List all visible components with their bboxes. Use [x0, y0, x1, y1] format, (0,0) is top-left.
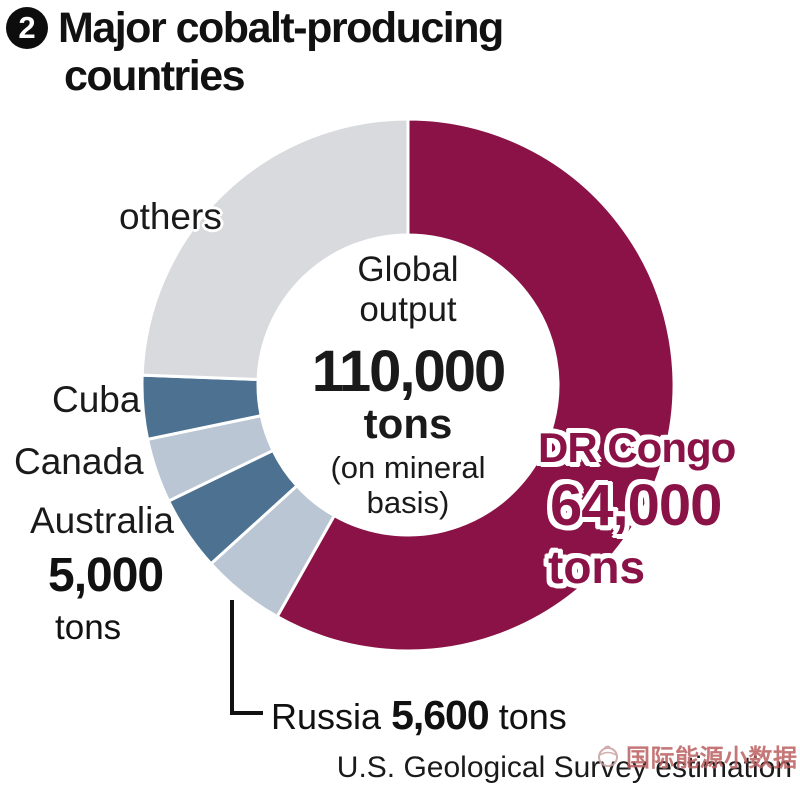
center-total-value: 110,000: [311, 339, 506, 404]
center-global-line1: Global: [357, 250, 459, 289]
center-total-unit: tons: [363, 400, 453, 447]
slice-label-others: others: [119, 196, 222, 237]
slice-label-australia: Australia: [30, 500, 174, 541]
russia-value: 5,600: [391, 692, 490, 738]
center-global-line2: output: [359, 290, 457, 329]
australia-value: 5,000: [48, 549, 164, 602]
donut-slice-others: [140, 117, 410, 381]
center-basis-note: (on mineral basis): [330, 450, 486, 521]
watermark: 国际能源小数据: [594, 738, 798, 773]
page-title-line2: countries: [64, 52, 246, 100]
slice-label-cuba: Cuba: [52, 379, 141, 420]
source-attribution: U.S. Geological Survey estimation: [336, 751, 792, 784]
slice-label-canada: Canada: [14, 441, 144, 482]
slice-label-dr-congo: DR Congo: [538, 424, 736, 471]
page-title: Major cobalt-producing: [58, 4, 504, 52]
russia-callout-label: Russia 5,600 tons: [271, 692, 567, 739]
dr-congo-unit: tons: [548, 541, 646, 593]
australia-unit: tons: [55, 608, 122, 647]
slice-label-russia: Russia: [271, 696, 382, 737]
watermark-text: 国际能源小数据: [626, 745, 798, 772]
russia-callout-line: [230, 600, 263, 715]
dr-congo-value: 64,000: [550, 473, 722, 538]
title-number-badge: 2: [6, 7, 48, 49]
donut-slice-dr-congo: [275, 117, 676, 653]
watermark-globe-icon: [598, 745, 618, 767]
russia-unit: tons: [498, 696, 567, 737]
